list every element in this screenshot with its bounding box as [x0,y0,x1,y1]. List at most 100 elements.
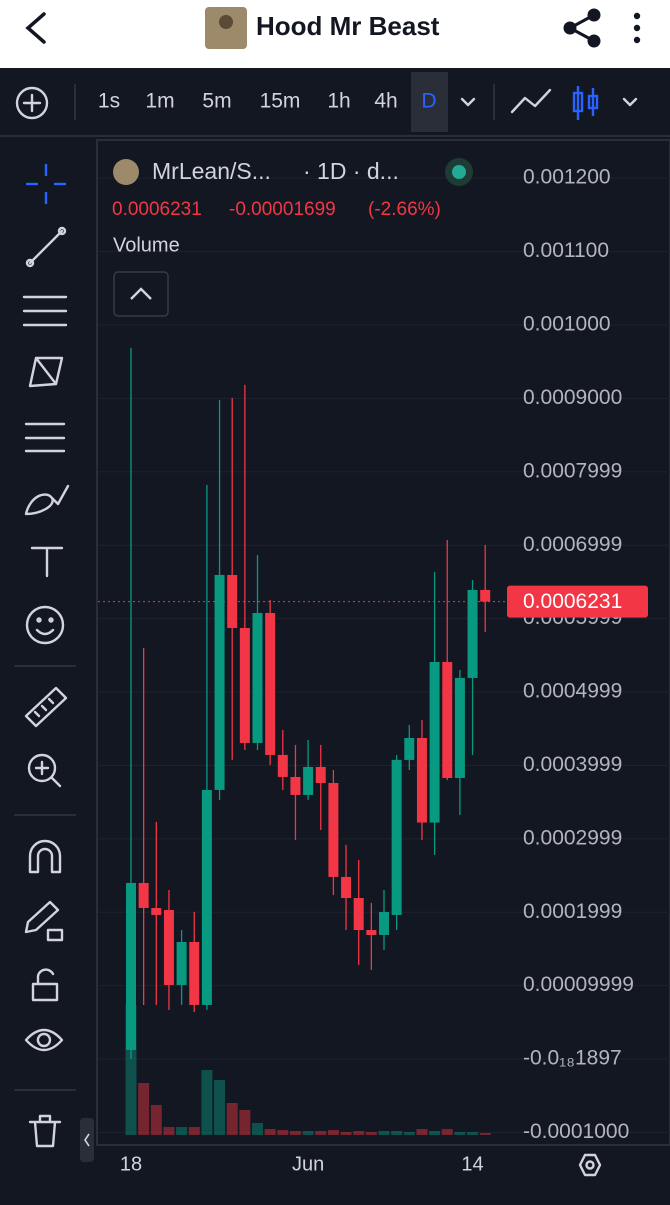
line-style-button[interactable] [510,88,552,114]
more-button[interactable] [633,12,641,44]
pattern-tool[interactable] [28,356,64,388]
magnet-tool[interactable] [28,839,62,874]
volume-legend: Volume [113,234,180,256]
x-tick-label: 14 [461,1153,483,1175]
legend-change-percent: (-2.66%) [368,199,441,220]
symbol-name[interactable]: MrLean/S... [152,158,271,184]
y-tick-label: 0.0002999 [523,826,622,849]
candle-body [138,882,149,908]
legend-price: 0.0006231 [112,199,202,220]
status-dot [452,165,466,179]
crosshair-tool[interactable] [26,164,66,204]
candle-body [151,907,162,915]
candle-body [442,661,453,778]
candle-body [227,574,238,628]
volume-bar [315,1131,327,1135]
volume-bar [150,1105,162,1135]
volume-bar [479,1133,491,1135]
interval-button[interactable]: 1h [327,90,350,113]
volume-bar [239,1110,251,1135]
y-tick-label: 0.0003999 [523,753,622,776]
share-button[interactable] [563,8,601,48]
candle-body [201,789,212,1005]
settings-dot [585,1160,595,1170]
volume-bar [188,1127,200,1135]
y-tick-label: 0.001000 [523,313,611,336]
y-tick-label: 0.0001999 [523,900,622,923]
lock-drawing-tool[interactable] [24,900,64,942]
add-symbol-button[interactable] [15,86,49,120]
candle-body [290,776,301,795]
volume-bar [302,1131,314,1135]
candle-body [328,782,339,877]
settings-button[interactable] [578,1153,602,1177]
volume-bar [391,1131,403,1135]
candle-body [303,766,314,795]
interval-button[interactable]: 1s [98,90,120,113]
drawing-toolbar [14,164,76,1148]
back-button[interactable] [25,12,46,44]
y-tick-label: 0.0009000 [523,386,622,409]
ruler-tool[interactable] [24,686,68,728]
fib-tool[interactable] [22,295,68,327]
symbol-avatar [113,159,139,185]
y-tick-label: 0.0007999 [523,459,622,482]
interval-button[interactable]: 15m [260,90,301,113]
candle-body [252,612,263,743]
interval-button[interactable]: 5m [202,90,231,113]
volume-bar [340,1132,352,1135]
interval-active-bg [411,72,448,132]
interval-button[interactable]: 1m [145,90,174,113]
candle-body [277,754,288,777]
lock-tool[interactable] [31,968,59,1002]
text-tool[interactable] [30,546,64,578]
plot-area: 0.001200 0.001100 0.001000 0.0009000 0.00079… [98,166,670,1143]
candle-body [404,737,415,760]
price-tag [507,585,648,618]
trend-line-tool[interactable] [25,226,67,268]
volume-bar [467,1132,479,1135]
interval-info: · 1D · d... [303,158,399,184]
interval-button[interactable]: 4h [374,90,397,113]
toolbar [0,68,670,136]
x-axis: 18 Jun 14 [120,1153,484,1175]
candle-style-button[interactable] [572,86,599,120]
y-tick-label: 0.001200 [523,166,611,189]
legend-change: -0.00001699 [229,199,336,220]
collapse-arrow [84,1133,90,1147]
volume-bar [163,1127,175,1135]
candle-body [214,574,225,790]
volume-bar [214,1080,226,1135]
candle-body [416,737,427,823]
candle-body [189,941,200,1005]
volume-bar [226,1103,238,1135]
candle-body [265,612,276,755]
volume-bar [252,1123,263,1135]
prediction-tool[interactable] [24,422,66,453]
candle-body [379,911,389,935]
candle-body [163,909,174,985]
interval-dropdown[interactable] [460,97,476,107]
y-tick-label: -0.0001000 [523,1120,629,1143]
page-title: Hood Mr Beast [256,11,440,41]
candle-body [353,898,364,931]
candle-body [239,627,250,743]
delete-tool[interactable] [28,1114,62,1148]
y-tick-label: 0.00009999 [523,973,634,996]
toolbar-collapse[interactable] [80,1118,94,1162]
visibility-tool[interactable] [24,1028,64,1052]
brush-tool[interactable] [24,484,70,516]
zoom-tool[interactable] [27,753,62,788]
legend-collapse-button[interactable] [113,271,169,317]
x-tick-label: Jun [292,1153,324,1175]
volume-bar [416,1129,428,1135]
price-tag-label: 0.0006231 [523,590,622,613]
volume-bar [429,1131,441,1135]
interval-button[interactable]: D [421,90,436,113]
candle-body [126,882,136,1050]
chart-style-dropdown[interactable] [622,97,638,107]
emoji-tool[interactable] [25,605,65,645]
volume-bar [176,1127,188,1135]
